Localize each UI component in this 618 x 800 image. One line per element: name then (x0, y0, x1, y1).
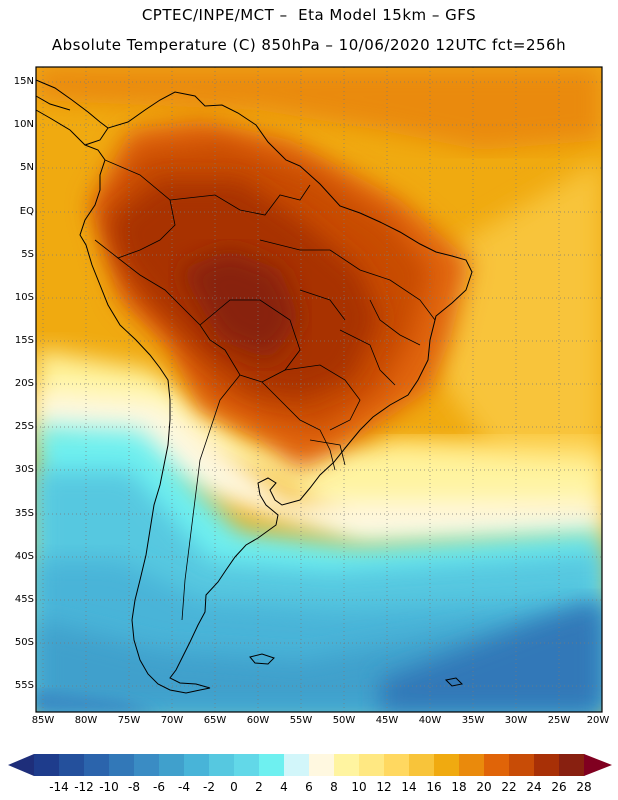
colorbar-label: -10 (99, 780, 119, 794)
temperature-colorbar (8, 754, 612, 776)
lon-label: 20W (586, 715, 610, 726)
colorbar-label: -14 (49, 780, 69, 794)
lat-label: 5N (20, 162, 34, 173)
colorbar-under-arrow (8, 754, 34, 776)
colorbar-box (334, 754, 360, 776)
lat-label: 50S (14, 637, 34, 648)
colorbar-box (184, 754, 210, 776)
lat-label: 30S (14, 464, 34, 475)
lat-label: 15N (13, 76, 34, 87)
colorbar-label: 2 (255, 780, 263, 794)
map-frame (35, 66, 603, 713)
title-line-2: Absolute Temperature (C) 850hPa – 10/06/… (51, 36, 567, 54)
coastline-south-america (35, 91, 473, 694)
colorbar-box (234, 754, 260, 776)
colorbar-box (159, 754, 185, 776)
lat-label: 40S (14, 551, 34, 562)
lat-label: 10N (13, 119, 34, 130)
lat-label: 20S (14, 378, 34, 389)
colorbar-label: 24 (526, 780, 542, 794)
colorbar-box (384, 754, 410, 776)
temperature-map (35, 66, 603, 713)
colorbar-label: 26 (551, 780, 567, 794)
title-line-1: CPTEC/INPE/MCT – Eta Model 15km – GFS (141, 6, 477, 24)
colorbar-label: 4 (280, 780, 288, 794)
lon-label: 65W (203, 715, 227, 726)
lon-label: 50W (332, 715, 356, 726)
south-georgia-island (444, 677, 464, 687)
colorbar-box (409, 754, 435, 776)
colorbar-box (484, 754, 510, 776)
colorbar-box (59, 754, 85, 776)
colorbar-label: -8 (128, 780, 140, 794)
colorbar-box (259, 754, 285, 776)
lat-label: 25S (14, 421, 34, 432)
lon-label: 55W (289, 715, 313, 726)
colorbar-box (359, 754, 385, 776)
colorbar-box (209, 754, 235, 776)
colorbar-label: 6 (305, 780, 313, 794)
lon-label: 85W (31, 715, 55, 726)
colorbar-box (84, 754, 110, 776)
colorbar-label: 28 (576, 780, 592, 794)
lat-label: 55S (14, 680, 34, 691)
colorbar-label: 16 (426, 780, 442, 794)
lon-label: 40W (418, 715, 442, 726)
lon-label: 80W (74, 715, 98, 726)
colorbar-label: -2 (203, 780, 215, 794)
country-borders (94, 159, 436, 621)
lat-label: 5S (21, 249, 34, 260)
colorbar-label: -4 (178, 780, 190, 794)
colorbar-box (509, 754, 535, 776)
colorbar-box (534, 754, 560, 776)
colorbar-box (109, 754, 135, 776)
lat-label: 35S (14, 508, 34, 519)
lon-label: 60W (246, 715, 270, 726)
colorbar-label: 14 (401, 780, 417, 794)
colorbar-label: 12 (376, 780, 392, 794)
lat-label: 10S (14, 292, 34, 303)
colorbar-label: 10 (351, 780, 367, 794)
lon-label: 75W (117, 715, 141, 726)
colorbar-label: 0 (230, 780, 238, 794)
colorbar-box (34, 754, 60, 776)
lat-label: 45S (14, 594, 34, 605)
lon-label: 30W (504, 715, 528, 726)
lon-label: 70W (160, 715, 184, 726)
colorbar-label: -6 (153, 780, 165, 794)
colorbar-box (434, 754, 460, 776)
lon-label: 25W (547, 715, 571, 726)
coastline-central-america (35, 79, 109, 129)
colorbar-label: -12 (74, 780, 94, 794)
colorbar-box (134, 754, 160, 776)
colorbar-over-arrow (584, 754, 612, 776)
colorbar-label: 8 (330, 780, 338, 794)
colorbar-box (309, 754, 335, 776)
lat-label: 15S (14, 335, 34, 346)
colorbar-label: 20 (476, 780, 492, 794)
falkland-islands (249, 653, 275, 665)
temperature-field (36, 67, 602, 712)
colorbar-box (284, 754, 310, 776)
colorbar-label: 22 (501, 780, 517, 794)
lon-label: 45W (375, 715, 399, 726)
colorbar-box (459, 754, 485, 776)
colorbar-label: 18 (451, 780, 467, 794)
lon-label: 35W (461, 715, 485, 726)
lat-label: EQ (19, 206, 34, 217)
colorbar-box (559, 754, 585, 776)
